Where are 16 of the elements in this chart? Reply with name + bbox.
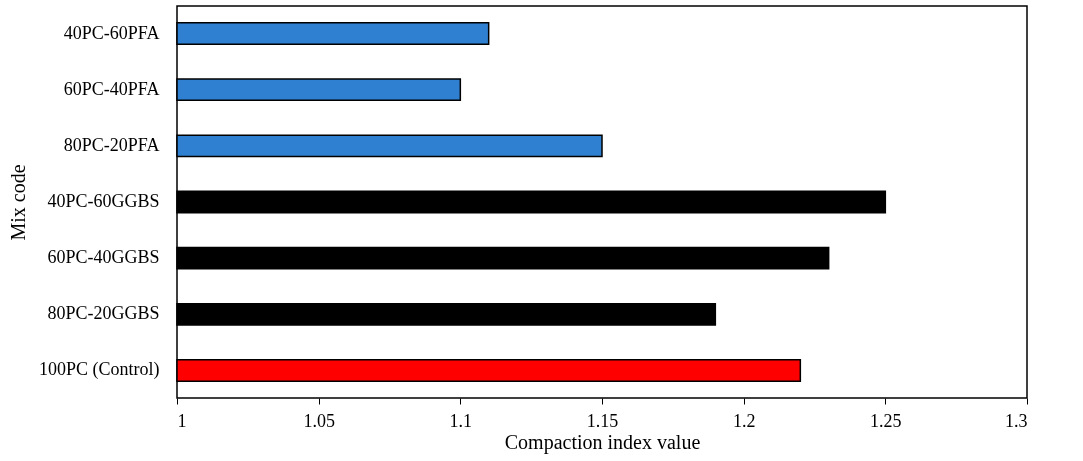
x-axis-title: Compaction index value: [504, 430, 701, 454]
x-tick-label: 1.25: [870, 410, 902, 431]
x-tick-label: 1: [177, 410, 187, 431]
y-tick-label: 100PC (Control): [38, 359, 160, 381]
x-tick-label: 1.2: [732, 410, 756, 431]
y-tick-label: 80PC-20GGBS: [47, 303, 160, 324]
y-tick-label: 80PC-20PFA: [63, 134, 160, 155]
x-tick-label: 1.05: [303, 410, 335, 431]
y-tick-label: 60PC-40PFA: [63, 78, 160, 99]
x-tick-label: 1.1: [449, 410, 473, 431]
y-axis-title: Mix code: [6, 164, 29, 241]
x-tick-label: 1.3: [1005, 410, 1028, 431]
y-tick-label: 60PC-40GGBS: [47, 247, 160, 268]
y-tick-label: 40PC-60PFA: [63, 22, 160, 43]
x-tick-label: 1.15: [586, 410, 619, 431]
y-tick-label: 40PC-60GGBS: [47, 191, 160, 211]
